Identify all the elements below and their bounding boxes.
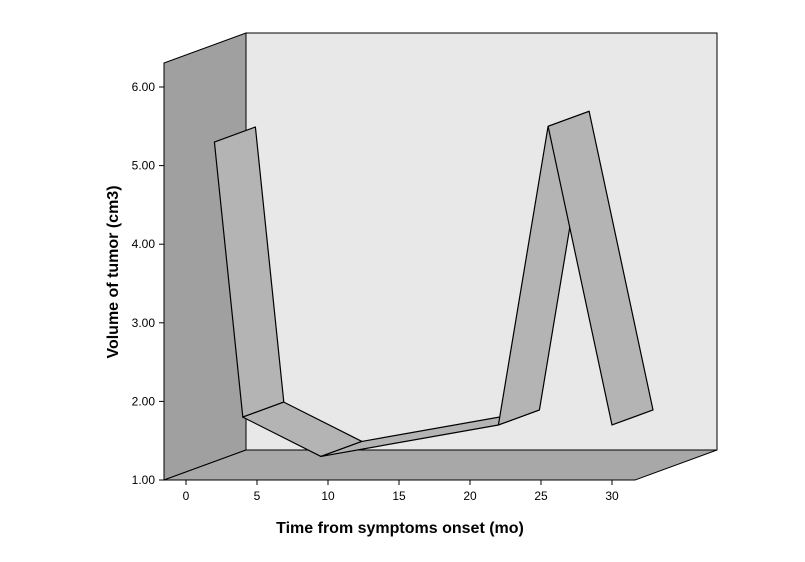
y-tick-label: 2.00 [132, 394, 156, 408]
y-axis: 1.00 2.00 3.00 4.00 5.00 6.00 [132, 63, 165, 487]
y-tick-label: 4.00 [132, 237, 156, 251]
y-tick-label: 3.00 [132, 316, 156, 330]
x-tick-label: 15 [392, 489, 406, 503]
y-axis-title: Volume of tumor (cm3) [105, 185, 122, 358]
x-tick-label: 30 [605, 489, 619, 503]
x-tick-label: 10 [321, 489, 335, 503]
x-tick-label: 5 [254, 489, 261, 503]
ribbon-segment [547, 110, 654, 426]
floor [163, 449, 718, 481]
x-tick-label: 20 [463, 489, 477, 503]
y-tick-label: 1.00 [132, 473, 156, 487]
data-ribbon [213, 110, 654, 458]
x-axis-title: Time from symptoms onset (mo) [276, 520, 524, 537]
x-tick-label: 25 [534, 489, 548, 503]
x-axis: 0 5 10 15 20 25 30 [164, 479, 635, 503]
x-tick-label: 0 [183, 489, 190, 503]
y-tick-label: 5.00 [132, 159, 156, 173]
y-tick-label: 6.00 [132, 80, 156, 94]
